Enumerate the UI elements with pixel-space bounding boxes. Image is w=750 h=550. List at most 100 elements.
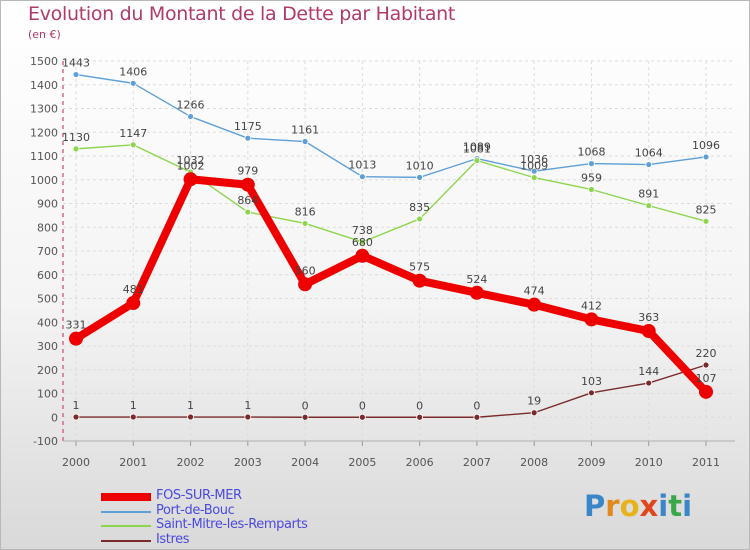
data-label: 1009 (520, 160, 548, 173)
data-label: 864 (237, 194, 258, 207)
proxiti-logo: Proxiti (584, 489, 692, 523)
data-label: 1036 (520, 153, 548, 166)
data-label: 1081 (463, 143, 491, 156)
data-point (72, 145, 80, 153)
data-point (358, 413, 366, 421)
data-point (416, 215, 424, 223)
data-point (584, 312, 599, 327)
data-label: 1010 (406, 159, 434, 172)
data-label: 575 (409, 261, 430, 274)
x-tick-label: 2004 (291, 456, 319, 469)
y-tick-label: 1500 (30, 55, 58, 68)
data-label: 481 (123, 283, 144, 296)
legend-label-fos-sur-mer: FOS-SUR-MER (156, 488, 242, 503)
data-point (298, 277, 313, 292)
data-label: 560 (295, 264, 316, 277)
data-point (72, 413, 80, 421)
data-point (244, 134, 252, 142)
axis-layer: -100010020030040050060070080090010001100… (30, 55, 735, 469)
data-label: 680 (352, 236, 373, 249)
data-label: 1406 (119, 65, 147, 78)
logo-letter: o (619, 489, 640, 523)
data-point (473, 157, 481, 164)
legend-swatch-saint-mitre (101, 525, 151, 527)
data-label: 1089 (463, 141, 491, 154)
series-line-0 (73, 175, 709, 395)
data-label: 1161 (291, 124, 319, 137)
data-label: 1096 (692, 139, 720, 152)
data-point (416, 173, 424, 181)
data-label: 891 (638, 188, 659, 201)
chart-unit: (en €) (28, 28, 61, 41)
data-point (702, 361, 710, 369)
data-label: 825 (696, 203, 717, 216)
data-point (187, 113, 194, 120)
legend-label-istres: Istres (156, 532, 190, 547)
legend-swatch-istres (101, 540, 151, 542)
data-label: 1443 (62, 57, 90, 70)
data-label: 107 (696, 372, 717, 385)
data-label: 0 (473, 399, 480, 412)
data-point (358, 173, 366, 181)
data-point (183, 172, 198, 187)
x-tick-label: 2007 (463, 456, 491, 469)
y-tick-label: -100 (33, 435, 58, 448)
x-tick-label: 2002 (177, 456, 205, 469)
data-point (530, 174, 538, 182)
y-tick-label: 100 (37, 388, 58, 401)
legend-swatch-fos-sur-mer (101, 493, 151, 501)
logo-letter: t (668, 489, 683, 523)
x-tick-label: 2008 (520, 456, 548, 469)
data-point (301, 138, 309, 145)
data-point (645, 161, 653, 168)
y-tick-label: 1100 (30, 150, 58, 163)
data-point (72, 71, 80, 78)
data-point (129, 413, 137, 421)
data-point (244, 413, 252, 421)
data-label: 524 (466, 273, 487, 286)
y-tick-label: 900 (37, 198, 58, 211)
logo-letter: P (584, 489, 606, 523)
data-point (473, 413, 481, 421)
series-layer (69, 71, 713, 421)
data-label: 979 (237, 165, 258, 178)
data-label: 1 (130, 399, 137, 412)
y-tick-label: 500 (37, 293, 58, 306)
data-point (530, 167, 538, 175)
data-point (129, 141, 137, 149)
x-tick-label: 2006 (406, 456, 434, 469)
data-label: 363 (638, 311, 659, 324)
data-label: 144 (638, 365, 659, 378)
data-point (240, 177, 255, 192)
data-point (588, 186, 595, 193)
data-label: 220 (696, 347, 717, 360)
x-tick-label: 2000 (62, 456, 90, 469)
series-line-3 (76, 364, 707, 418)
logo-letter: x (639, 489, 659, 523)
y-tick-label: 1200 (30, 126, 58, 139)
x-tick-label: 2011 (692, 456, 720, 469)
data-label: 1130 (62, 131, 90, 144)
data-label: 412 (581, 299, 602, 312)
chart-title: Evolution du Montant de la Dette par Hab… (28, 3, 456, 25)
data-label: 959 (581, 171, 602, 184)
data-label: 1002 (177, 159, 205, 172)
data-point (129, 79, 137, 87)
series-line-1 (75, 73, 707, 179)
y-tick-label: 400 (37, 316, 58, 329)
data-point (187, 413, 194, 421)
data-label: 1 (244, 399, 251, 412)
data-point (588, 160, 595, 168)
legend-swatch-port-de-bouc (101, 511, 151, 513)
data-point (244, 208, 252, 216)
y-tick-label: 300 (37, 340, 58, 353)
data-label: 0 (359, 399, 366, 412)
data-label: 1 (187, 399, 194, 412)
data-point (527, 297, 542, 312)
data-point (416, 413, 424, 421)
data-point (69, 331, 83, 346)
y-tick-label: 700 (37, 245, 58, 258)
